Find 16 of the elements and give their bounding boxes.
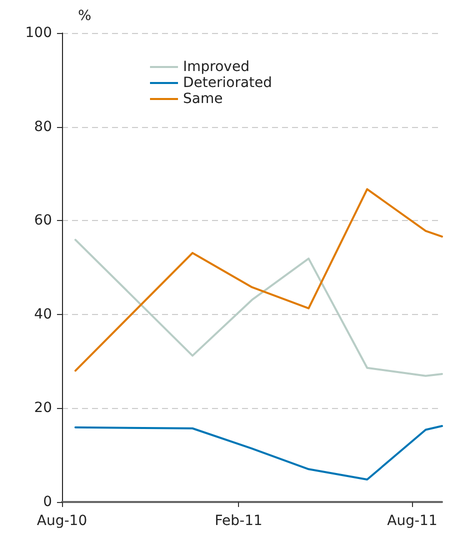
legend-label: Deteriorated — [183, 75, 272, 91]
legend-label: Improved — [183, 59, 250, 75]
y-tick-label: 0 — [43, 494, 52, 510]
x-tick-label: Aug-11 — [387, 513, 438, 529]
line-series — [74, 238, 443, 377]
x-tick-label: Feb-11 — [214, 513, 262, 529]
y-tick-label: 100 — [25, 25, 52, 41]
line-series — [74, 425, 443, 480]
y-tick-label: 60 — [34, 212, 52, 229]
y-tick-label: 20 — [34, 400, 52, 416]
legend-label: Same — [183, 91, 223, 107]
x-tick-label: Aug-10 — [36, 513, 88, 529]
y-axis-title: % — [78, 8, 92, 24]
y-tick-label: 40 — [34, 306, 52, 322]
y-tick-label: 80 — [34, 118, 52, 135]
line-series — [74, 188, 443, 372]
